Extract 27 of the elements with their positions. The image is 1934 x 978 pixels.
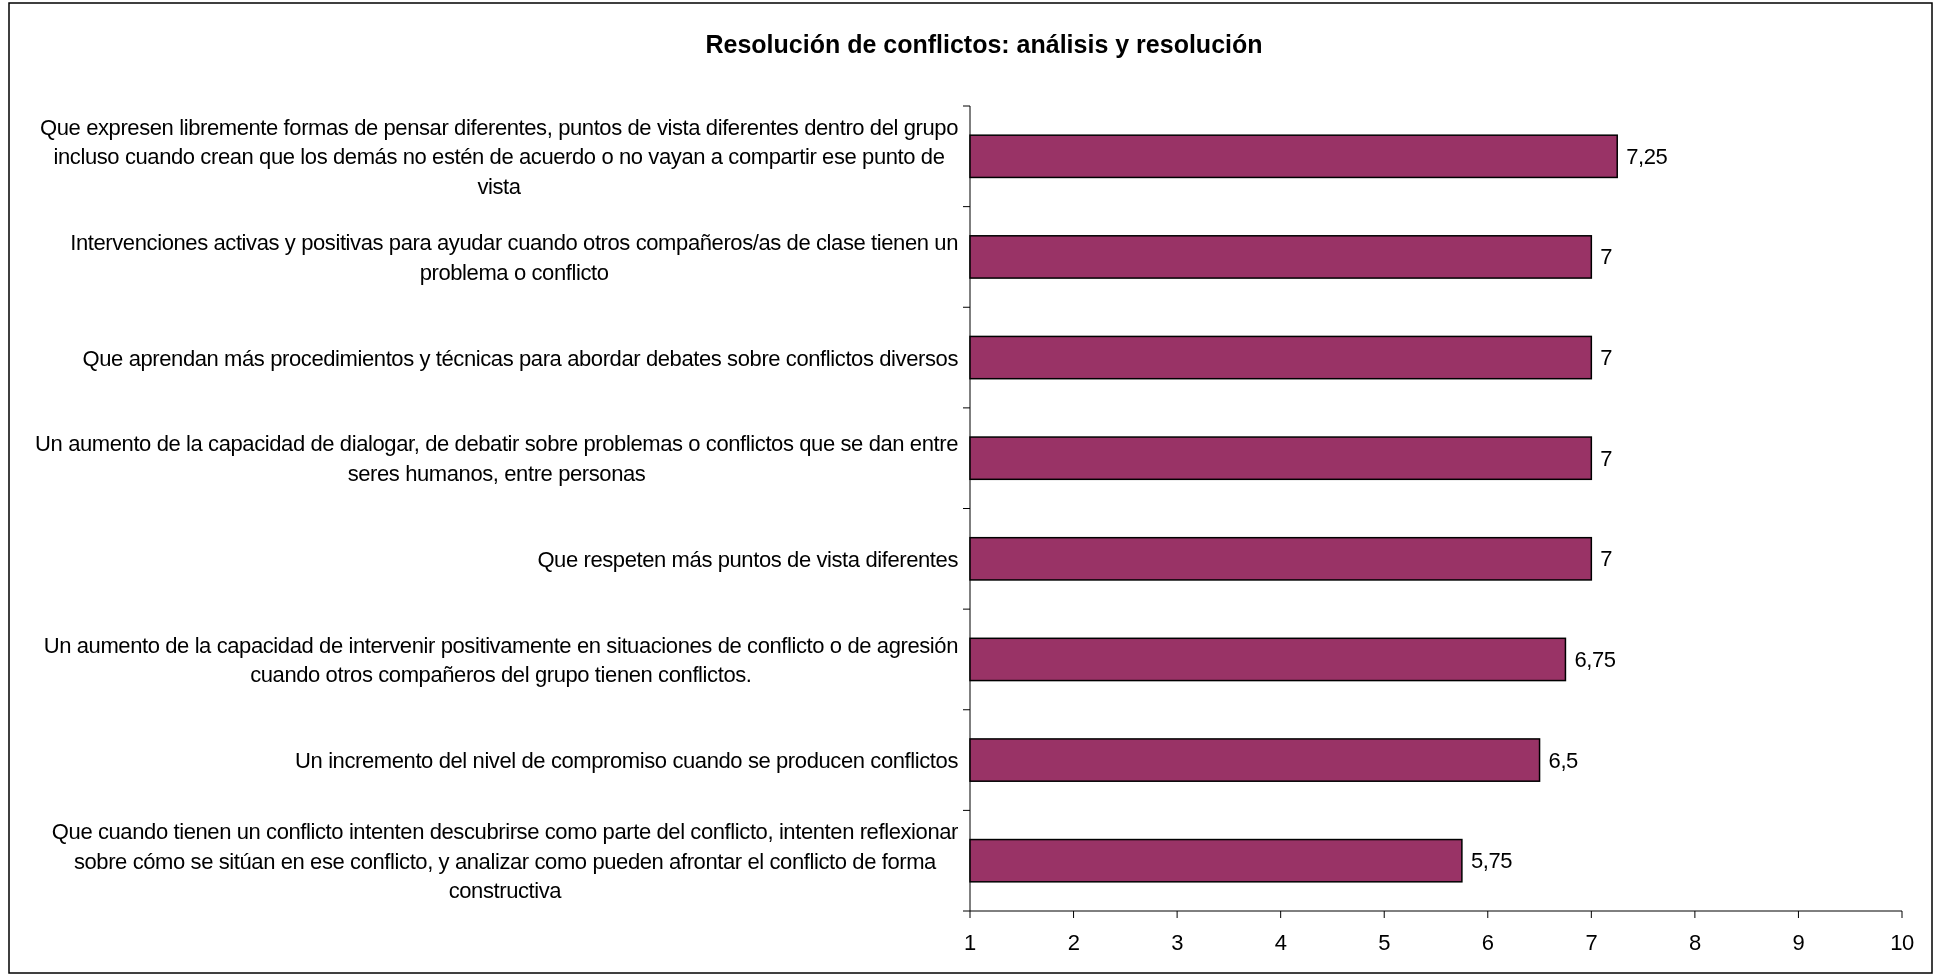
data-label: 7 <box>1600 546 1613 572</box>
data-label: 7 <box>1600 345 1613 371</box>
x-tick-label: 2 <box>1067 929 1080 955</box>
x-tick-label: 6 <box>1481 929 1494 955</box>
y-tick-label: Intervenciones activas y positivas para ayudar cuando otros compañeros/as de clase tienen un problema o conflicto <box>70 229 959 285</box>
y-tick-label: Que expresen libremente formas de pensar diferentes, puntos de vista diferentes dentro del grupo incluso cuando crean que los demás no estén de acuerdo o no vayan a compartir ese punto de vista <box>40 114 959 199</box>
data-label: 6,75 <box>1574 646 1616 672</box>
x-tick-label: 9 <box>1792 929 1805 955</box>
data-label: 7 <box>1600 445 1613 471</box>
chart-title: Resolución de conflictos: análisis y resolución <box>705 30 1263 58</box>
data-label: 7 <box>1600 244 1613 270</box>
x-tick-label: 1 <box>964 929 977 955</box>
x-tick-label: 4 <box>1274 929 1287 955</box>
data-label: 6,5 <box>1548 747 1579 773</box>
x-tick-label: 8 <box>1688 929 1701 955</box>
y-tick-label: Un incremento del nivel de compromiso cuando se producen conflictos <box>295 747 959 773</box>
y-tick-label: Un aumento de la capacidad de intervenir positivamente en situaciones de conflicto o de agresión cuando otros compañeros del grupo tienen conflictos. <box>43 632 958 687</box>
x-tick-label: 7 <box>1585 929 1598 955</box>
y-tick-label: Que aprendan más procedimientos y técnicas para abordar debates sobre conflictos diversos <box>82 345 959 371</box>
x-tick-label: 5 <box>1378 929 1391 955</box>
x-tick-label: 10 <box>1890 929 1914 955</box>
data-label: 7,25 <box>1626 143 1668 169</box>
data-label: 5,75 <box>1470 848 1513 874</box>
y-tick-label: Un aumento de la capacidad de dialogar, de debatir sobre problemas o conflictos que se dan entre seres humanos, entre personas <box>35 430 959 486</box>
x-tick-label: 3 <box>1171 929 1184 955</box>
y-tick-label: Que respeten más puntos de vista diferentes <box>537 546 959 572</box>
y-tick-label: Que cuando tienen un conflicto intenten descubrirse como parte del conflicto, intenten reflexionar sobre cómo se sitúan en ese conflicto, y analizar como pueden afrontar el conflicto de forma constructiva <box>51 818 959 903</box>
